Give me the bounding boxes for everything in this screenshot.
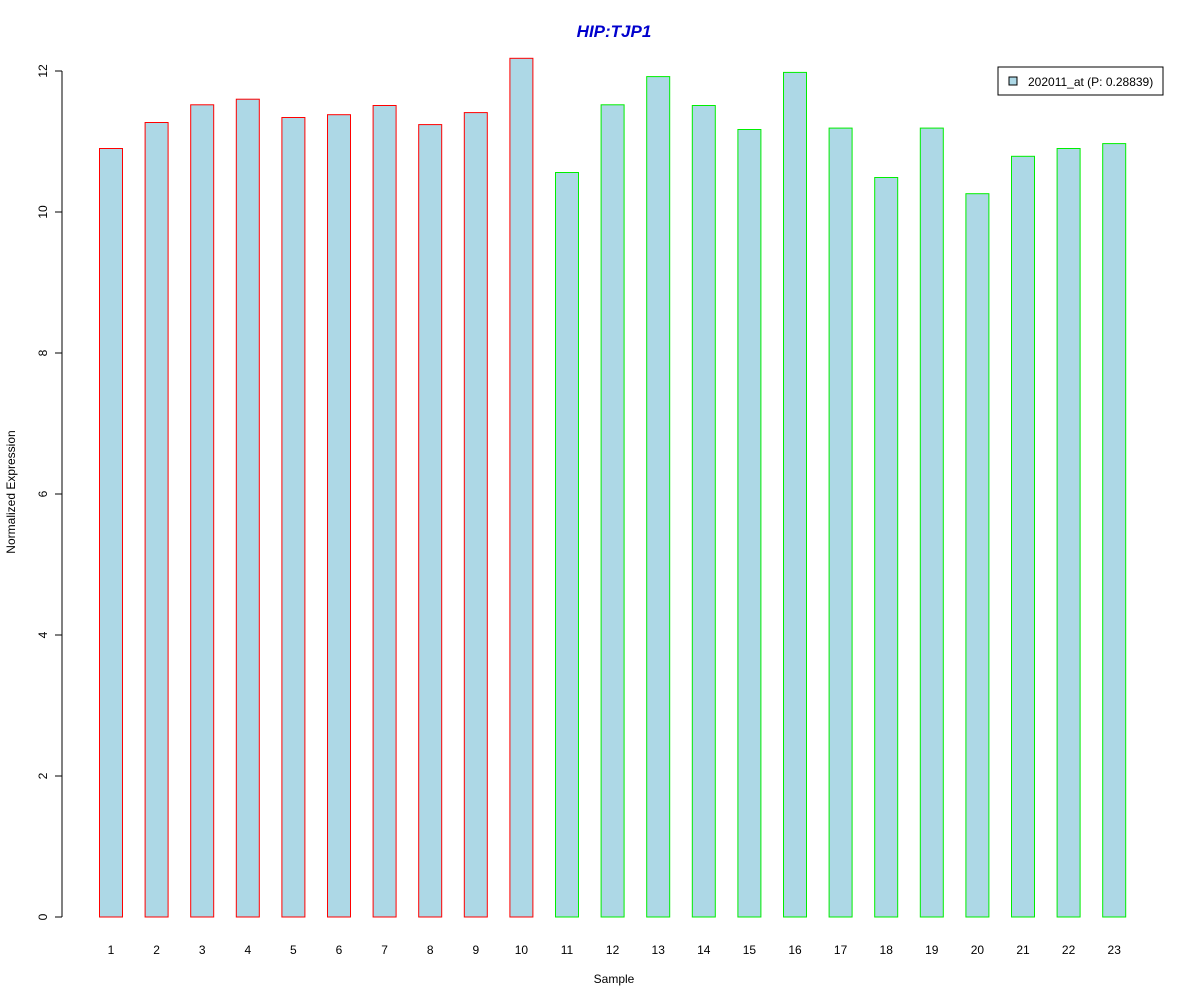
bar-sample-23 — [1102, 143, 1127, 918]
bar-sample-22 — [1056, 148, 1081, 918]
legend: 202011_at (P: 0.28839) — [997, 66, 1164, 96]
x-tick-label: 5 — [290, 943, 297, 957]
bar-sample-6 — [327, 114, 351, 918]
x-tick-label: 8 — [427, 943, 434, 957]
bar-sample-11 — [555, 172, 579, 918]
x-tick-label: 16 — [788, 943, 802, 957]
bar-series — [99, 57, 1127, 918]
chart-title: HIP:TJP1 — [577, 22, 652, 41]
x-tick-label: 4 — [244, 943, 251, 957]
y-tick-label: 8 — [36, 349, 50, 356]
y-tick-label: 2 — [36, 772, 50, 779]
bar-sample-7 — [372, 105, 397, 918]
x-tick-label: 11 — [561, 943, 574, 957]
x-tick-label: 17 — [834, 943, 848, 957]
legend-box — [997, 66, 1164, 96]
x-tick-label: 12 — [606, 943, 620, 957]
x-tick-label: 18 — [880, 943, 894, 957]
x-tick-label: 3 — [199, 943, 206, 957]
x-tick-label: 20 — [971, 943, 985, 957]
bar-sample-13 — [646, 76, 671, 918]
x-tick-label: 7 — [381, 943, 388, 957]
x-tick-label: 15 — [743, 943, 757, 957]
x-tick-label: 19 — [925, 943, 939, 957]
x-tick-label: 23 — [1108, 943, 1122, 957]
bar-sample-3 — [190, 104, 215, 918]
bar-sample-10 — [509, 57, 534, 918]
bar-sample-21 — [1011, 155, 1035, 918]
y-tick-label: 0 — [36, 913, 50, 920]
bar-sample-1 — [99, 148, 123, 918]
bar-sample-15 — [737, 129, 762, 918]
x-tick-label: 21 — [1016, 943, 1030, 957]
y-tick-label: 10 — [36, 205, 50, 219]
x-tick-label: 9 — [472, 943, 479, 957]
bar-sample-5 — [281, 117, 306, 918]
bar-sample-16 — [783, 71, 807, 918]
bar-sample-4 — [235, 98, 260, 918]
y-tick-label: 6 — [36, 490, 50, 497]
legend-swatch — [1008, 76, 1018, 86]
bar-sample-18 — [874, 177, 899, 918]
y-tick-label: 4 — [36, 631, 50, 638]
x-axis-tick-labels: 1 2 3 4 5 6 7 8 9 10 11 12 13 14 15 16 17 18 19 20 21 22 23 — [108, 943, 1122, 957]
x-tick-label: 2 — [153, 943, 160, 957]
bar-sample-8 — [418, 124, 443, 918]
x-tick-label: 14 — [697, 943, 711, 957]
bar-sample-2 — [144, 122, 169, 918]
y-tick-label: 12 — [36, 64, 50, 78]
bar-sample-14 — [691, 105, 716, 918]
bar-sample-19 — [919, 127, 944, 918]
x-axis-title: Sample — [594, 972, 635, 986]
legend-label: 202011_at (P: 0.28839) — [1028, 75, 1153, 89]
y-axis-title: Normalized Expression — [4, 430, 18, 553]
y-axis: 0 2 4 6 8 10 12 — [36, 64, 63, 920]
x-tick-label: 10 — [515, 943, 529, 957]
x-tick-label: 22 — [1062, 943, 1076, 957]
x-tick-label: 6 — [336, 943, 343, 957]
bar-sample-20 — [965, 193, 990, 918]
bar-sample-17 — [828, 127, 853, 918]
bar-sample-9 — [463, 112, 488, 918]
bar-sample-12 — [600, 104, 625, 918]
x-tick-label: 13 — [652, 943, 666, 957]
x-tick-label: 1 — [108, 943, 115, 957]
